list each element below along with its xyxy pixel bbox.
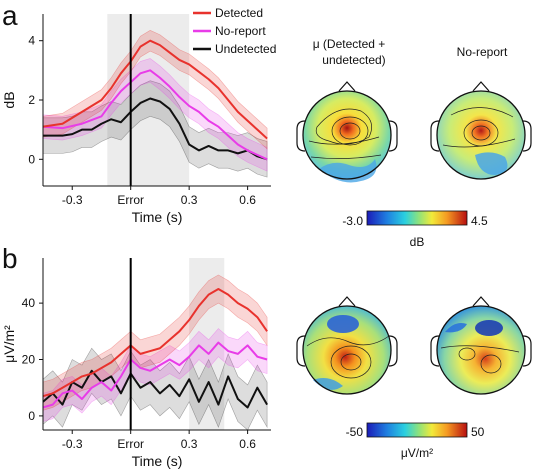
topo-a-title-1-line1: μ (Detected + (313, 37, 386, 51)
colorbar-a-max-label: 4.5 (471, 214, 488, 228)
panel-b-label: b (2, 243, 18, 274)
panel-a-label: a (2, 0, 18, 31)
y-tick-label-a: 0 (28, 152, 35, 166)
y-axis-label-b: μV/m² (1, 325, 17, 363)
y-axis-label-a: dB (1, 91, 17, 108)
colorbar-b-max-label: 50 (471, 425, 485, 439)
topoplot-a-combined (296, 81, 398, 183)
x-axis-label-b: Time (s) (132, 453, 183, 469)
colorbar-b-min-label: -50 (346, 425, 364, 439)
plot-area-a (43, 29, 268, 178)
legend-label-noreport: No-report (215, 24, 266, 38)
x-tick-label-a: 0.3 (181, 193, 198, 207)
colorbar-b-unit: μV/m² (401, 446, 433, 460)
y-tick-label-b: 40 (22, 296, 36, 310)
x-tick-label-b: 0.3 (181, 437, 198, 451)
colorbar-a: -3.0 4.5 dB (342, 210, 488, 249)
x-tick-label-a: -0.3 (62, 193, 83, 207)
legend-label-undetected: Undetected (215, 42, 276, 56)
y-tick-label-b: 20 (22, 353, 36, 367)
colorbar-a-min-label: -3.0 (342, 214, 363, 228)
x-tick-label-a: 0.6 (239, 193, 256, 207)
topo-a-title-2: No-report (457, 45, 508, 59)
series-line-undetected-b (43, 369, 268, 409)
topoplot-b-noreport (430, 296, 532, 395)
band-undetected-a (43, 80, 268, 178)
topoplot-b-combined (296, 296, 398, 395)
chart-b: -0.3 Error 0.3 0.6 0 20 40 Time (s) μV/m² (1, 258, 271, 469)
series-line-no-report-a (43, 69, 268, 161)
chart-a: -0.3 Error 0.3 0.6 0 2 4 Time (s) dB (1, 14, 271, 225)
colorbar-a-gradient (366, 210, 468, 226)
legend-label-detected: Detected (215, 6, 263, 20)
x-axis-label-a: Time (s) (132, 209, 183, 225)
colorbar-b: -50 50 μV/m² (346, 422, 485, 460)
y-tick-label-a: 4 (28, 34, 35, 48)
topo-a-title-1-line2: undetected) (322, 53, 385, 67)
topoplot-a-noreport (430, 81, 532, 180)
colorbar-b-gradient (366, 422, 468, 438)
x-tick-label-b: 0.6 (239, 437, 256, 451)
x-tick-label-b: -0.3 (62, 437, 83, 451)
y-tick-label-b: 0 (28, 409, 35, 423)
series-line-detected-a (43, 39, 268, 140)
series-line-detected-b (43, 288, 268, 398)
x-tick-label-a: Error (117, 193, 144, 207)
legend: Detected No-report Undetected (193, 6, 276, 56)
plot-area-b (43, 274, 268, 430)
y-tick-label-a: 2 (28, 93, 35, 107)
series-line-undetected-a (43, 97, 268, 161)
x-tick-label-b: Error (117, 437, 144, 451)
colorbar-a-unit: dB (410, 235, 425, 249)
series-line-no-report-b (43, 341, 268, 409)
